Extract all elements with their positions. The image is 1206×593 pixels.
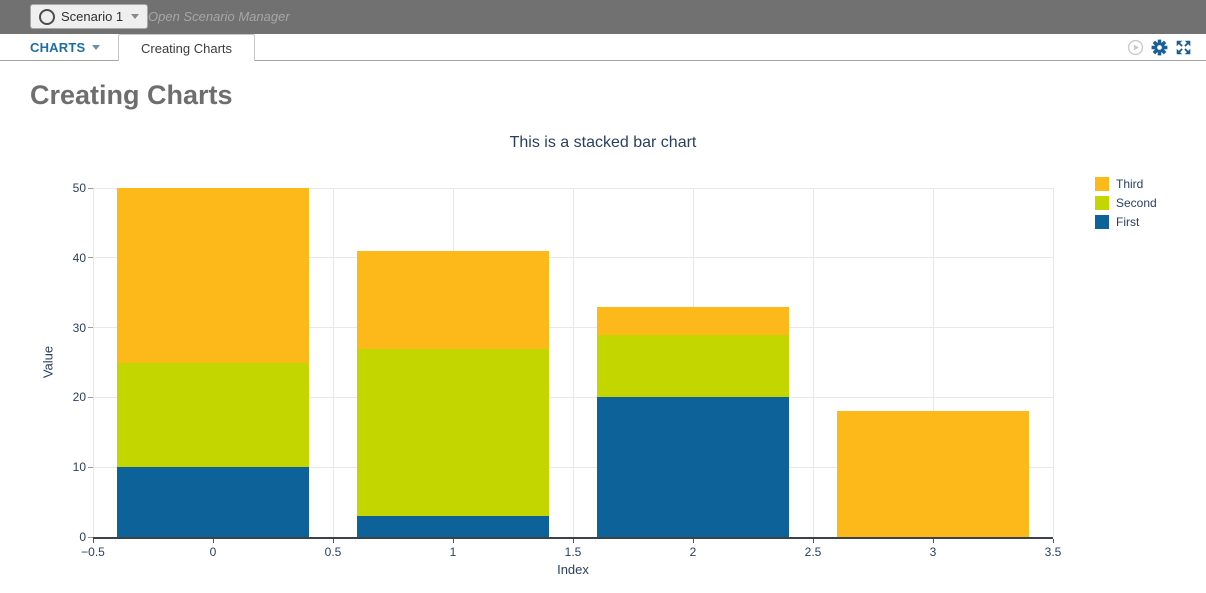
y-tick-label: 10 bbox=[72, 460, 86, 475]
bar-segment-third[interactable] bbox=[357, 250, 549, 349]
chart-title: This is a stacked bar chart bbox=[509, 134, 697, 151]
x-tick-mark bbox=[812, 539, 814, 543]
tab-creating-charts[interactable]: Creating Charts bbox=[118, 34, 256, 61]
y-tick-label: 30 bbox=[72, 320, 86, 335]
legend-swatch bbox=[1095, 196, 1109, 210]
x-tick-label: −0.5 bbox=[81, 545, 105, 559]
stacked-bar-chart-plot-area: −0.5 0 0.5 1 1.5 2 2.5 3 3.5 0 10 20 30 40 50 bbox=[73, 181, 1062, 559]
charts-menu-label: CHARTS bbox=[30, 39, 86, 55]
gridline-horizontal bbox=[93, 396, 1053, 398]
y-tick-label: 50 bbox=[72, 181, 86, 195]
x-tick-label: 1 bbox=[449, 545, 457, 559]
page-title: Creating Charts bbox=[30, 80, 233, 110]
x-tick-mark bbox=[1052, 539, 1054, 543]
x-tick-mark bbox=[692, 539, 694, 543]
gridline-vertical bbox=[572, 188, 574, 537]
y-tick-mark bbox=[88, 327, 93, 329]
gear-icon[interactable] bbox=[1151, 39, 1168, 56]
chevron-down-icon bbox=[92, 44, 101, 50]
x-tick-mark bbox=[452, 539, 454, 543]
y-tick-label: 20 bbox=[72, 390, 86, 405]
bar-segment-first[interactable] bbox=[357, 516, 549, 537]
x-tick-label: 3.5 bbox=[1044, 545, 1062, 559]
x-tick-label: 0 bbox=[209, 545, 217, 559]
bar-segment-second[interactable] bbox=[597, 334, 789, 398]
gridline-vertical bbox=[812, 188, 814, 537]
x-axis-title: Index bbox=[557, 562, 589, 577]
gridline-vertical bbox=[332, 188, 334, 537]
bar-segment-first[interactable] bbox=[597, 397, 789, 537]
expand-icon[interactable] bbox=[1175, 39, 1192, 56]
charts-menu-dropdown[interactable]: CHARTS bbox=[30, 34, 101, 60]
x-tick-label: 3 bbox=[929, 545, 937, 559]
x-tick-label: 2.5 bbox=[804, 545, 822, 559]
x-tick-mark bbox=[932, 539, 934, 543]
bar-segment-third[interactable] bbox=[837, 411, 1029, 537]
circle-outline-icon bbox=[39, 8, 55, 25]
gridline-vertical bbox=[1052, 188, 1054, 537]
x-tick-mark bbox=[572, 539, 574, 543]
top-bar: Scenario 1 Open Scenario Manager bbox=[0, 0, 1206, 34]
gridline-horizontal bbox=[93, 327, 1053, 329]
gridline-horizontal bbox=[93, 466, 1053, 468]
gridline-horizontal bbox=[93, 257, 1053, 259]
legend-label: First bbox=[1116, 215, 1140, 229]
scenario-selector-button[interactable]: Scenario 1 bbox=[30, 4, 149, 29]
x-tick-label: 0.5 bbox=[324, 545, 342, 559]
play-circle-icon[interactable] bbox=[1127, 39, 1144, 56]
y-tick-label: 40 bbox=[72, 250, 86, 265]
toolbar-icons bbox=[1127, 34, 1192, 60]
x-tick-label: 1.5 bbox=[564, 545, 582, 559]
bar-segment-third[interactable] bbox=[597, 306, 789, 335]
chart-legend: Third Second First bbox=[1095, 177, 1157, 234]
scenario-label: Scenario 1 bbox=[61, 9, 124, 24]
legend-item-third[interactable]: Third bbox=[1095, 177, 1157, 191]
legend-label: Second bbox=[1116, 196, 1157, 210]
gridline-vertical bbox=[92, 188, 94, 537]
y-tick-mark bbox=[88, 396, 93, 398]
legend-swatch bbox=[1095, 215, 1109, 229]
x-tick-mark bbox=[92, 539, 94, 543]
y-tick-mark bbox=[88, 536, 93, 538]
chevron-down-icon bbox=[131, 14, 140, 19]
open-scenario-manager-link[interactable]: Open Scenario Manager bbox=[148, 9, 290, 24]
bar-segment-second[interactable] bbox=[117, 362, 309, 468]
bar-segment-first[interactable] bbox=[117, 467, 309, 537]
legend-item-first[interactable]: First bbox=[1095, 215, 1157, 229]
y-tick-mark bbox=[88, 257, 93, 259]
gridline-vertical bbox=[932, 188, 934, 537]
y-tick-mark bbox=[88, 187, 93, 189]
y-tick-mark bbox=[88, 466, 93, 468]
y-tick-label: 0 bbox=[79, 530, 86, 544]
y-axis-title: Value bbox=[40, 345, 56, 379]
legend-label: Third bbox=[1116, 177, 1144, 191]
x-tick-mark bbox=[212, 539, 214, 543]
x-tick-label: 2 bbox=[689, 545, 697, 559]
gridline-horizontal bbox=[93, 187, 1053, 189]
tab-bar: CHARTS Creating Charts bbox=[0, 34, 1206, 61]
bar-segment-second[interactable] bbox=[357, 348, 549, 517]
bar-segment-third[interactable] bbox=[117, 188, 309, 363]
x-tick-mark bbox=[332, 539, 334, 543]
legend-item-second[interactable]: Second bbox=[1095, 196, 1157, 210]
legend-swatch bbox=[1095, 177, 1109, 191]
